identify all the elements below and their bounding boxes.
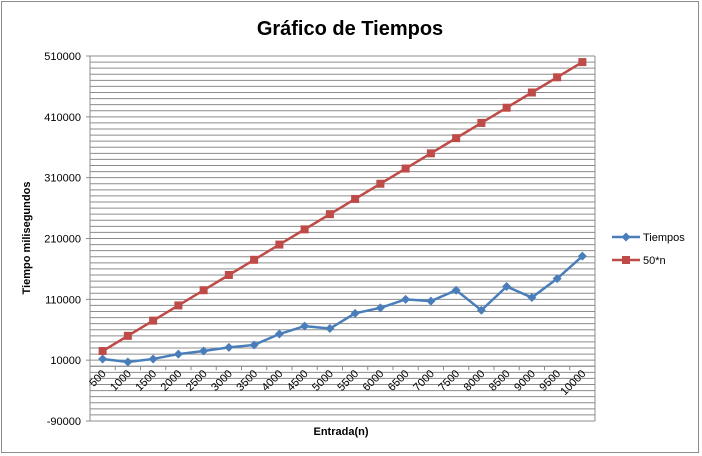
x-tick-label: 1000 — [108, 368, 134, 394]
x-axis-ticks: 500 1000 1500 2000 2500 3000 3500 4000 4500 5000 5… — [87, 366, 596, 398]
data-point — [401, 294, 411, 304]
x-tick-label: 5000 — [310, 368, 336, 394]
data-point — [148, 354, 158, 364]
legend-label: Tiempos — [643, 232, 685, 244]
data-point — [401, 164, 410, 173]
data-point — [199, 346, 209, 356]
data-point — [325, 210, 334, 219]
series-2 — [98, 58, 587, 356]
data-point — [123, 331, 132, 340]
data-point — [527, 293, 537, 303]
series — [98, 58, 587, 367]
x-tick-label: 7500 — [436, 368, 462, 394]
data-point — [224, 342, 234, 352]
legend: Tiempos 50*n — [612, 232, 685, 267]
x-tick-label: 3000 — [209, 368, 235, 394]
data-point — [149, 316, 158, 325]
x-tick-label: 1500 — [133, 368, 159, 394]
x-tick-label: 6000 — [361, 368, 387, 394]
legend-marker — [622, 256, 630, 264]
x-axis-title: Entrada(n) — [314, 426, 369, 438]
data-point — [452, 134, 461, 143]
data-point — [300, 225, 309, 234]
y-tick-label: -90000 — [47, 416, 81, 428]
series-1 — [98, 251, 587, 367]
data-point — [376, 179, 385, 188]
legend-label: 50*n — [643, 255, 666, 267]
data-point — [275, 240, 284, 249]
data-point — [249, 340, 259, 350]
y-tick-label: 210000 — [44, 234, 81, 246]
data-point — [274, 329, 284, 339]
data-point — [578, 58, 587, 67]
y-tick-label: 410000 — [44, 112, 81, 124]
gridlines — [90, 55, 595, 416]
data-point — [577, 251, 587, 261]
data-point — [224, 271, 233, 279]
legend-marker — [621, 232, 631, 242]
data-point — [451, 285, 461, 295]
data-point — [527, 88, 536, 97]
y-tick-label: 310000 — [44, 173, 81, 185]
series-line — [102, 255, 584, 364]
x-tick-label: 5500 — [335, 368, 361, 394]
x-tick-label: 8500 — [487, 368, 513, 394]
data-point — [300, 321, 310, 331]
data-point — [502, 103, 511, 112]
y-tick-label: 10000 — [50, 355, 81, 367]
data-point — [98, 347, 107, 356]
x-tick-label: 9000 — [512, 368, 538, 394]
data-point — [502, 282, 512, 292]
chart-title: Gráfico de Tiempos — [257, 18, 443, 40]
data-point — [426, 296, 436, 306]
data-point — [199, 286, 208, 295]
x-tick-label: 6500 — [386, 368, 412, 394]
y-axis-title: Tiempo milisegundos — [21, 182, 33, 295]
data-point — [553, 73, 562, 82]
y-tick-label: 510000 — [44, 51, 81, 63]
legend-item: 50*n — [612, 255, 666, 267]
x-tick-label: 2500 — [184, 368, 210, 394]
data-point — [250, 255, 259, 264]
data-point — [477, 118, 486, 127]
x-tick-label: 2000 — [159, 368, 185, 394]
data-point — [476, 305, 486, 315]
y-tick-label: 110000 — [45, 294, 81, 306]
x-tick-label: 4500 — [285, 368, 311, 394]
data-point — [375, 303, 385, 313]
y-axis-ticks: -90000 10000 110000 210000 310000 410000 51000… — [44, 51, 90, 428]
data-point — [351, 194, 360, 203]
data-point — [174, 301, 183, 310]
x-tick-label: 7000 — [411, 368, 437, 394]
data-point — [552, 274, 562, 284]
data-point — [325, 324, 335, 334]
legend-item: Tiempos — [612, 232, 685, 244]
x-tick-label: 8000 — [462, 368, 488, 394]
data-point — [350, 308, 360, 318]
data-point — [426, 149, 435, 158]
series-line — [101, 61, 584, 353]
x-tick-label: 4000 — [260, 368, 286, 394]
data-point — [98, 354, 108, 364]
data-point — [173, 349, 183, 359]
data-point — [123, 357, 133, 367]
x-tick-label: 3500 — [234, 368, 260, 394]
